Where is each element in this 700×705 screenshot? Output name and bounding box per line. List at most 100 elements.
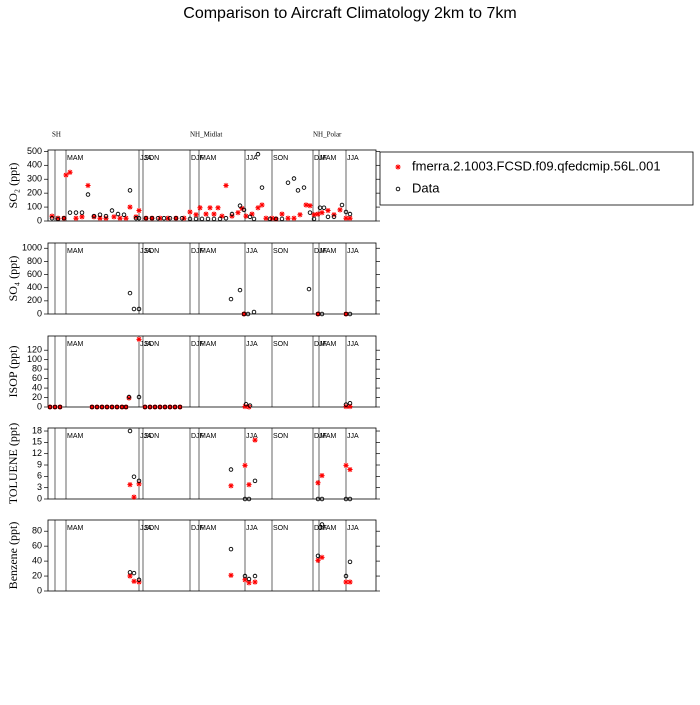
- season-label: JJA: [140, 525, 152, 532]
- data-point: [52, 404, 58, 410]
- data-point: [126, 394, 132, 400]
- model-point: [85, 182, 91, 189]
- season-label: DJF: [191, 248, 204, 255]
- season-label: DJF: [314, 341, 327, 348]
- model-point: [243, 213, 249, 219]
- model-point: [104, 404, 110, 410]
- data-point: [79, 210, 85, 215]
- model-point: [291, 215, 297, 221]
- y-tick-label: 400: [27, 282, 42, 292]
- data-point: [131, 570, 137, 576]
- data-point: [319, 311, 325, 317]
- data-point: [242, 573, 248, 579]
- season-label: MAM: [67, 433, 84, 440]
- legend-label: fmerra.2.1003.FCSD.f09.qfedcmip.56L.001: [412, 158, 661, 173]
- model-point: [203, 211, 209, 217]
- panel-frame: [47, 242, 377, 315]
- y-tick-label: 40: [32, 555, 42, 565]
- data-point: [115, 211, 121, 217]
- data-point: [319, 522, 325, 527]
- data-point: [97, 212, 103, 217]
- season-label: JJA: [246, 525, 258, 532]
- data-point: [103, 213, 109, 219]
- data-point: [315, 553, 321, 559]
- season-label: SON: [273, 525, 288, 532]
- data-point: [247, 214, 253, 220]
- data-point: [229, 211, 235, 217]
- season-label: JJA: [140, 155, 152, 162]
- model-point: [242, 403, 248, 410]
- data-point: [94, 404, 100, 410]
- data-point: [99, 404, 105, 410]
- model-point: [157, 404, 163, 410]
- data-point: [161, 215, 167, 221]
- data-point: [155, 215, 161, 221]
- data-point: [347, 400, 353, 406]
- model-point: [325, 207, 331, 214]
- data-point: [47, 404, 53, 410]
- data-point: [259, 185, 265, 190]
- data-point: [61, 215, 67, 221]
- data-point: [241, 207, 247, 213]
- season-label: MAM: [67, 525, 84, 532]
- season-label: JJA: [347, 248, 359, 255]
- y-axis-title: TOLUENE (ppt): [6, 423, 20, 504]
- data-point: [73, 210, 79, 215]
- region-label: SH: [52, 131, 61, 139]
- model-point: [143, 215, 149, 221]
- legend-marker: [395, 186, 401, 192]
- model-point: [97, 215, 103, 221]
- model-point: [219, 213, 225, 219]
- data-point: [57, 404, 63, 410]
- data-point: [143, 215, 149, 221]
- model-point: [99, 404, 105, 410]
- model-point: [47, 404, 53, 410]
- data-point: [85, 192, 91, 197]
- data-point: [152, 404, 158, 410]
- season-label: MAM: [320, 525, 337, 532]
- season-label: DJF: [314, 248, 327, 255]
- data-point: [246, 496, 252, 502]
- data-point: [173, 215, 179, 221]
- season-label: SON: [144, 341, 159, 348]
- season-label: MAM: [320, 433, 337, 440]
- model-point: [252, 437, 258, 443]
- data-point: [228, 467, 234, 472]
- model-point: [315, 557, 321, 563]
- y-tick-label: 200: [27, 295, 42, 305]
- data-point: [237, 287, 243, 293]
- data-point: [306, 286, 312, 292]
- season-label: SON: [144, 433, 159, 440]
- y-tick-label: 400: [27, 160, 42, 170]
- model-point: [347, 579, 353, 585]
- model-point: [147, 404, 153, 410]
- data-point: [245, 311, 251, 317]
- data-point: [217, 216, 223, 222]
- data-point: [172, 404, 178, 410]
- y-tick-label: 40: [32, 382, 42, 392]
- model-point: [52, 404, 58, 410]
- model-point: [303, 202, 309, 208]
- model-point: [228, 572, 234, 578]
- data-point: [347, 559, 353, 565]
- season-label: JJA: [347, 525, 359, 532]
- data-point: [228, 296, 234, 302]
- y-tick-label: 12: [32, 448, 42, 458]
- model-point: [136, 207, 142, 214]
- model-point: [239, 205, 245, 212]
- model-point: [255, 205, 261, 211]
- y-axis-title: Benzene (ppt): [6, 522, 20, 590]
- data-point: [347, 211, 353, 217]
- data-point: [325, 214, 331, 220]
- season-label: SON: [144, 525, 159, 532]
- model-point: [263, 215, 269, 221]
- y-tick-label: 0: [37, 215, 42, 225]
- data-point: [167, 215, 173, 221]
- region-label: NH_Polar: [313, 131, 342, 139]
- model-point: [319, 210, 325, 216]
- season-label: MAM: [320, 248, 337, 255]
- season-label: DJF: [314, 433, 327, 440]
- model-point: [235, 210, 241, 216]
- model-point: [149, 215, 155, 221]
- data-point: [136, 215, 142, 221]
